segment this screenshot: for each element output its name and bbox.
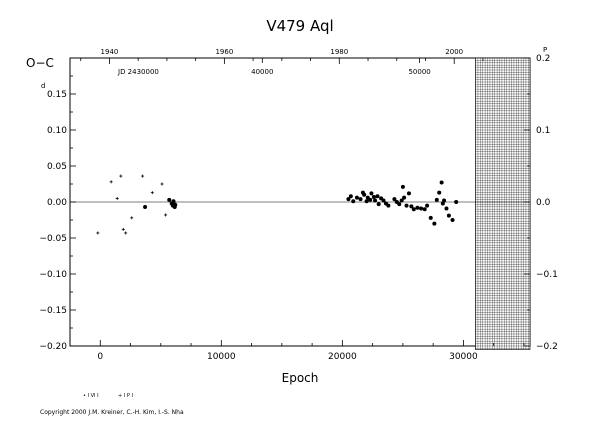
data-point-plus bbox=[150, 191, 154, 195]
data-points bbox=[96, 174, 459, 235]
data-point-dot bbox=[375, 194, 380, 199]
data-point-dot bbox=[437, 190, 442, 195]
data-point-dot bbox=[369, 191, 374, 196]
y-axis-right: −0.2 −0.1 0.0 0.1 0.2P bbox=[524, 46, 558, 352]
data-point-dot bbox=[376, 202, 381, 207]
data-point-dot bbox=[454, 200, 459, 204]
data-point-dot bbox=[404, 203, 409, 208]
data-point-dot bbox=[399, 198, 404, 203]
data-point-dot bbox=[425, 203, 430, 208]
data-point-dot bbox=[386, 203, 391, 208]
data-point-plus bbox=[164, 213, 168, 217]
data-point-dot bbox=[381, 198, 386, 203]
data-point-dot bbox=[400, 184, 405, 189]
jd-label: JD 2430000 bbox=[117, 68, 159, 76]
data-point-dot bbox=[446, 213, 451, 218]
legend: • I VI I + I P I bbox=[83, 393, 133, 399]
y-unit-left: d bbox=[41, 82, 45, 90]
jd-tick-label: 40000 bbox=[251, 68, 273, 76]
right-tick-label: 0.2 bbox=[536, 54, 550, 64]
data-point-dot bbox=[434, 197, 439, 202]
data-point-dot bbox=[419, 206, 424, 211]
year-tick-label: 1980 bbox=[330, 48, 348, 56]
data-point-dot bbox=[450, 218, 455, 222]
data-point-plus bbox=[130, 216, 134, 220]
x-tick-label: 0 bbox=[97, 352, 103, 362]
data-point-dot bbox=[364, 199, 369, 204]
y-tick-label: −0.05 bbox=[39, 234, 67, 244]
y-tick-label: 0.00 bbox=[47, 198, 67, 208]
right-tick-label: −0.1 bbox=[536, 270, 558, 280]
data-point-dot bbox=[371, 194, 376, 199]
data-point-dot bbox=[351, 199, 356, 204]
y-axis-label: O−C bbox=[26, 56, 54, 70]
data-point-plus bbox=[124, 231, 128, 235]
data-point-dot bbox=[406, 191, 411, 196]
data-point-dot bbox=[439, 180, 444, 185]
y-axis-left: −0.20 −0.15 −0.10 −0.05 0.00 0.05 0.10 0.15d bbox=[39, 57, 76, 352]
y-tick-label: 0.10 bbox=[47, 126, 67, 136]
future-region-box bbox=[475, 57, 531, 350]
x-tick-label: 20000 bbox=[328, 352, 357, 362]
data-point-plus bbox=[109, 180, 113, 184]
data-point-dot bbox=[373, 198, 378, 203]
data-point-plus bbox=[96, 231, 100, 235]
year-tick-label: 1960 bbox=[215, 48, 233, 56]
copyright-note: Copyright 2000 J.M. Kreiner, C.-H. Kim, … bbox=[40, 409, 184, 416]
data-point-plus bbox=[119, 174, 123, 178]
data-point-dot bbox=[411, 207, 416, 212]
data-point-plus bbox=[160, 182, 164, 186]
legend-entry-minima-1: • I VI I bbox=[83, 393, 99, 399]
data-point-dot bbox=[415, 205, 420, 210]
data-point-plus bbox=[115, 196, 119, 200]
data-point-dot bbox=[432, 221, 437, 226]
data-point-dot bbox=[143, 205, 148, 210]
y-unit-right: P bbox=[543, 46, 547, 54]
data-point-dot bbox=[358, 197, 363, 202]
right-tick-label: −0.2 bbox=[536, 342, 558, 352]
data-point-dot bbox=[409, 204, 414, 209]
y-tick-label: −0.15 bbox=[39, 306, 67, 316]
y-tick-label: 0.05 bbox=[47, 162, 67, 172]
right-tick-label: 0.1 bbox=[536, 126, 550, 136]
x-tick-label: 10000 bbox=[207, 352, 236, 362]
data-point-dot bbox=[173, 202, 178, 207]
right-tick-label: 0.0 bbox=[536, 198, 551, 208]
year-tick-label: 1940 bbox=[101, 48, 119, 56]
jd-tick-label: 50000 bbox=[408, 68, 430, 76]
data-point-dot bbox=[422, 207, 427, 212]
data-point-plus bbox=[141, 174, 145, 178]
future-grid-region bbox=[475, 57, 531, 350]
x-tick-label: 30000 bbox=[449, 352, 478, 362]
x-axis-bottom: 0 10000 20000 30000 bbox=[97, 340, 525, 362]
data-point-dot bbox=[444, 206, 449, 211]
data-point-dot bbox=[402, 195, 407, 200]
y-tick-label: 0.15 bbox=[47, 90, 67, 100]
data-point-dot bbox=[368, 197, 373, 202]
data-point-dot bbox=[167, 197, 172, 202]
data-point-plus bbox=[121, 227, 125, 231]
data-point-dot bbox=[346, 197, 351, 202]
data-point-dot bbox=[428, 215, 433, 220]
year-tick-label: 2000 bbox=[445, 48, 463, 56]
data-point-dot bbox=[397, 202, 402, 207]
data-point-dot bbox=[362, 192, 367, 197]
data-point-dot bbox=[354, 195, 359, 200]
data-point-dot bbox=[392, 197, 397, 202]
data-point-dot bbox=[348, 194, 353, 199]
y-tick-label: −0.10 bbox=[39, 270, 67, 280]
data-point-dot bbox=[442, 198, 447, 203]
jd-axis-inner: 40000 50000 bbox=[251, 58, 431, 76]
chart-title: V479 Aql bbox=[266, 17, 333, 35]
y-tick-label: −0.20 bbox=[39, 342, 67, 352]
legend-entry-minima-2: + I P I bbox=[118, 393, 133, 399]
year-axis-top: 1940 1960 1980 2000 bbox=[80, 48, 484, 64]
x-axis-label: Epoch bbox=[282, 371, 319, 385]
